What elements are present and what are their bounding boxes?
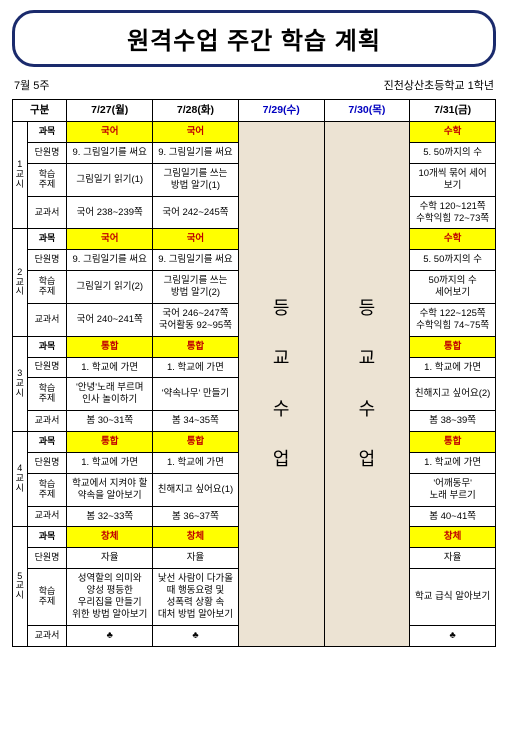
- cell: 5. 50까지의 수: [410, 250, 496, 271]
- cell: 국어: [153, 229, 239, 250]
- cell: '약속나무' 만들기: [153, 378, 239, 411]
- attend-d4: 등교수업: [324, 122, 410, 646]
- row-book: 교과서: [27, 625, 67, 646]
- cell: 국어 238~239쪽: [67, 196, 153, 229]
- col-d4: 7/30(목): [324, 100, 410, 122]
- cell: '안녕'노래 부르며인사 놀이하기: [67, 378, 153, 411]
- cell: 1. 학교에 가면: [153, 357, 239, 378]
- col-gubun: 구분: [13, 100, 67, 122]
- cell: 50까지의 수세어보기: [410, 271, 496, 304]
- cell: 창체: [67, 527, 153, 548]
- cell: 그림일기를 쓰는방법 알기(2): [153, 271, 239, 304]
- row-subject: 과목: [27, 229, 67, 250]
- cell: 그림일기 읽기(1): [67, 163, 153, 196]
- cell: 1. 학교에 가면: [410, 357, 496, 378]
- cell: 수학: [410, 122, 496, 143]
- cell: 국어: [153, 122, 239, 143]
- cell: '어깨동무'노래 부르기: [410, 473, 496, 506]
- cell: ♣: [153, 625, 239, 646]
- cell: 자율: [410, 548, 496, 569]
- row-book: 교과서: [27, 303, 67, 336]
- col-d5: 7/31(금): [410, 100, 496, 122]
- cell: 학교 급식 알아보기: [410, 569, 496, 626]
- row-book: 교과서: [27, 411, 67, 432]
- row-topic: 학습주제: [27, 569, 67, 626]
- cell: 수학 122~125쪽수학익힘 74~75쪽: [410, 303, 496, 336]
- row-topic: 학습주제: [27, 378, 67, 411]
- cell: 9. 그림일기를 써요: [67, 143, 153, 164]
- col-d1: 7/27(월): [67, 100, 153, 122]
- cell: 수학: [410, 229, 496, 250]
- cell: 친해지고 싶어요(2): [410, 378, 496, 411]
- cell: 통합: [153, 336, 239, 357]
- cell: 통합: [410, 432, 496, 453]
- cell: 창체: [410, 527, 496, 548]
- cell: 봄 30~31쪽: [67, 411, 153, 432]
- cell: 그림일기를 쓰는방법 알기(1): [153, 163, 239, 196]
- cell: 10개씩 묶어 세어보기: [410, 163, 496, 196]
- cell: 낯선 사람이 다가올때 행동요령 및성폭력 상황 속대처 방법 알아보기: [153, 569, 239, 626]
- cell: 9. 그림일기를 써요: [153, 250, 239, 271]
- cell: 국어: [67, 229, 153, 250]
- period-4-label: 4교시: [13, 432, 28, 527]
- row-book: 교과서: [27, 506, 67, 527]
- row-subject: 과목: [27, 527, 67, 548]
- row-unit: 단원명: [27, 548, 67, 569]
- cell: 5. 50까지의 수: [410, 143, 496, 164]
- cell: 1. 학교에 가면: [153, 452, 239, 473]
- cell: 성역할의 의미와양성 평등한우리집을 만들기위한 방법 알아보기: [67, 569, 153, 626]
- cell: 자율: [153, 548, 239, 569]
- cell: 9. 그림일기를 써요: [153, 143, 239, 164]
- cell: 자율: [67, 548, 153, 569]
- row-unit: 단원명: [27, 452, 67, 473]
- cell: 학교에서 지켜야 할약속을 알아보기: [67, 473, 153, 506]
- col-d3: 7/29(수): [238, 100, 324, 122]
- row-subject: 과목: [27, 336, 67, 357]
- col-d2: 7/28(화): [153, 100, 239, 122]
- period-3-label: 3교시: [13, 336, 28, 431]
- cell: 봄 38~39쪽: [410, 411, 496, 432]
- row-subject: 과목: [27, 122, 67, 143]
- page-title: 원격수업 주간 학습 계획: [15, 21, 493, 56]
- cell: 통합: [67, 336, 153, 357]
- cell: ♣: [410, 625, 496, 646]
- cell: 국어 242~245쪽: [153, 196, 239, 229]
- cell: 봄 36~37쪽: [153, 506, 239, 527]
- cell: 친해지고 싶어요(1): [153, 473, 239, 506]
- row-unit: 단원명: [27, 143, 67, 164]
- cell: 1. 학교에 가면: [67, 357, 153, 378]
- week-label: 7월 5주: [14, 77, 50, 93]
- cell: 1. 학교에 가면: [410, 452, 496, 473]
- row-topic: 학습주제: [27, 473, 67, 506]
- subhead: 7월 5주 진천상산초등학교 1학년: [12, 77, 496, 93]
- cell: 통합: [153, 432, 239, 453]
- cell: 창체: [153, 527, 239, 548]
- row-book: 교과서: [27, 196, 67, 229]
- row-topic: 학습주제: [27, 163, 67, 196]
- period-5-label: 5교시: [13, 527, 28, 646]
- schedule-table: 구분 7/27(월) 7/28(화) 7/29(수) 7/30(목) 7/31(…: [12, 99, 496, 647]
- title-box: 원격수업 주간 학습 계획: [12, 10, 496, 67]
- cell: 국어 240~241쪽: [67, 303, 153, 336]
- cell: 수학 120~121쪽수학익힘 72~73쪽: [410, 196, 496, 229]
- period-2-label: 2교시: [13, 229, 28, 336]
- cell: 국어: [67, 122, 153, 143]
- cell: 9. 그림일기를 써요: [67, 250, 153, 271]
- period-1-label: 1교시: [13, 122, 28, 229]
- cell: ♣: [67, 625, 153, 646]
- row-subject: 과목: [27, 432, 67, 453]
- cell: 봄 34~35쪽: [153, 411, 239, 432]
- cell: 통합: [67, 432, 153, 453]
- row-unit: 단원명: [27, 250, 67, 271]
- school-label: 진천상산초등학교 1학년: [384, 77, 494, 93]
- cell: 봄 40~41쪽: [410, 506, 496, 527]
- attend-d3: 등교수업: [238, 122, 324, 646]
- cell: 국어 246~247쪽국어활동 92~95쪽: [153, 303, 239, 336]
- cell: 봄 32~33쪽: [67, 506, 153, 527]
- cell: 1. 학교에 가면: [67, 452, 153, 473]
- cell: 그림일기 읽기(2): [67, 271, 153, 304]
- cell: 통합: [410, 336, 496, 357]
- row-topic: 학습주제: [27, 271, 67, 304]
- row-unit: 단원명: [27, 357, 67, 378]
